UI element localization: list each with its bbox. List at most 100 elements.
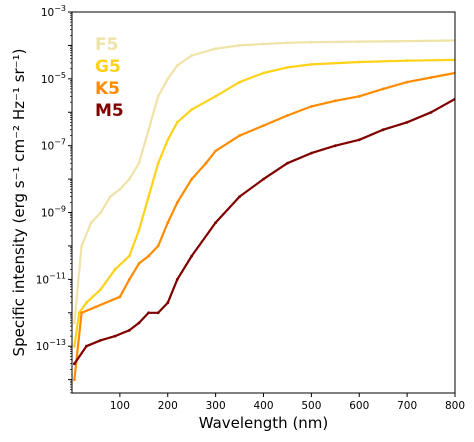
data-point	[357, 94, 361, 98]
data-point	[118, 295, 122, 299]
data-point	[137, 228, 141, 232]
legend-label-k5: K5	[95, 79, 120, 99]
data-point	[357, 60, 361, 64]
y-axis-label: Specific intensity (erg s⁻¹ cm⁻² Hz⁻¹ sr…	[10, 49, 28, 357]
data-point	[166, 221, 170, 225]
data-point	[113, 334, 117, 338]
data-point	[405, 59, 409, 63]
data-point	[113, 267, 117, 271]
data-point	[190, 108, 194, 111]
series-g5	[73, 58, 455, 348]
y-tick-label: 10−11	[36, 271, 66, 286]
data-point	[333, 99, 337, 103]
data-point	[262, 71, 265, 75]
data-point	[85, 301, 88, 305]
data-point	[405, 120, 409, 124]
data-point	[127, 328, 131, 332]
y-tick-label: 10−13	[36, 338, 66, 353]
data-point	[108, 195, 112, 199]
data-point	[262, 177, 265, 181]
data-point	[175, 120, 179, 124]
data-point	[405, 39, 409, 43]
data-point	[214, 47, 218, 51]
x-tick-label: 600	[349, 400, 369, 412]
data-point	[85, 344, 88, 348]
data-point	[381, 87, 385, 91]
data-point	[238, 44, 242, 47]
x-tick-label: 300	[206, 400, 226, 412]
series-f5	[73, 39, 455, 325]
data-point	[99, 211, 103, 214]
data-point	[262, 124, 265, 127]
data-point	[238, 134, 242, 138]
data-point	[333, 144, 337, 148]
data-point	[310, 151, 313, 155]
series-line-k5	[73, 71, 455, 380]
data-point	[147, 195, 151, 199]
data-point	[137, 262, 141, 265]
data-point	[238, 195, 242, 199]
data-point	[89, 221, 93, 225]
data-point	[137, 161, 141, 165]
data-point	[429, 76, 433, 79]
legend-label-f5: F5	[95, 35, 118, 55]
series-layer	[73, 39, 455, 381]
data-point	[175, 201, 179, 204]
series-k5	[73, 71, 455, 381]
x-axis-label: Wavelength (nm)	[199, 414, 329, 432]
series-line-g5	[73, 58, 455, 347]
x-tick-label: 700	[397, 400, 417, 412]
series-line-f5	[73, 39, 455, 324]
data-point	[99, 338, 103, 342]
data-point	[94, 305, 98, 309]
data-point	[405, 80, 409, 84]
data-point	[286, 66, 289, 69]
x-tick-label: 400	[253, 400, 273, 412]
data-point	[190, 54, 194, 57]
data-point	[310, 40, 313, 44]
data-point	[310, 63, 313, 66]
data-point	[147, 128, 151, 132]
data-point	[156, 244, 160, 248]
data-point	[357, 138, 361, 142]
data-point	[73, 321, 76, 325]
data-point	[156, 311, 160, 315]
data-point	[175, 64, 179, 67]
x-tick-label: 800	[445, 400, 465, 412]
data-point	[214, 149, 218, 153]
data-point	[73, 362, 76, 366]
data-point	[286, 114, 289, 117]
plot-frame	[71, 11, 456, 394]
data-point	[73, 378, 76, 381]
data-point	[190, 254, 194, 258]
data-point	[80, 311, 83, 315]
series-line-m5	[73, 98, 455, 365]
data-point	[137, 321, 141, 325]
data-point	[147, 254, 151, 258]
data-point	[238, 80, 242, 84]
data-point	[166, 138, 170, 142]
data-point	[214, 94, 218, 98]
data-point	[127, 254, 131, 258]
data-point	[156, 161, 160, 165]
y-tick-label: 10−7	[41, 138, 66, 153]
data-point	[166, 301, 170, 305]
y-axis: 10−13 10−11 10−9 10−7 10−5 10−3	[36, 4, 72, 394]
data-point	[175, 278, 179, 281]
data-point	[127, 177, 131, 181]
data-point	[80, 244, 83, 248]
x-tick-label: 100	[110, 400, 130, 412]
data-point	[73, 344, 76, 348]
y-tick-label: 10−3	[41, 4, 66, 19]
series-m5	[73, 97, 455, 366]
data-point	[429, 110, 433, 114]
data-point	[118, 187, 122, 191]
data-point	[204, 161, 208, 165]
data-point	[262, 42, 265, 46]
data-point	[166, 77, 170, 81]
legend-label-g5: G5	[95, 57, 121, 77]
data-point	[381, 128, 385, 132]
data-point	[99, 288, 103, 291]
data-point	[147, 311, 151, 315]
